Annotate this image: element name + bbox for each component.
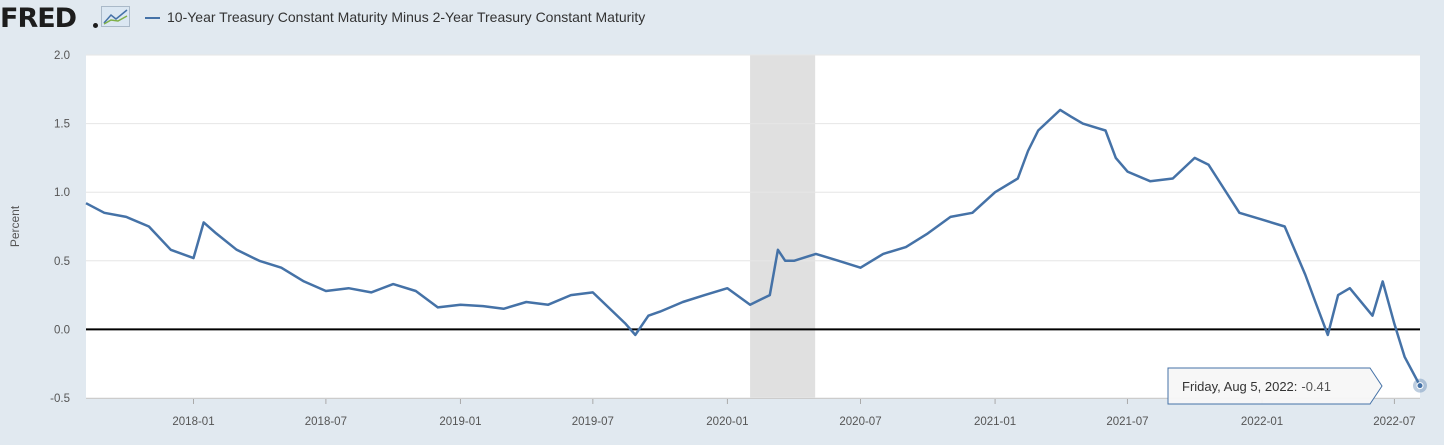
y-tick-label: 0.5 — [54, 256, 70, 268]
x-tick-label: 2022-07 — [1373, 416, 1415, 428]
y-tick-label: 0.0 — [54, 324, 70, 336]
series-line[interactable] — [85, 108, 1422, 387]
x-tick-label: 2020-01 — [706, 416, 748, 428]
tooltip-text: Friday, Aug 5, 2022: -0.41 — [1182, 379, 1331, 394]
x-tick-label: 2021-07 — [1106, 416, 1148, 428]
y-tick-label: 1.0 — [54, 187, 70, 199]
x-tick-label: 2020-07 — [839, 416, 881, 428]
graph-icon[interactable] — [101, 6, 131, 28]
x-tick-label: 2019-01 — [439, 416, 481, 428]
tooltip-box — [1167, 367, 1383, 405]
y-tick-label: 1.5 — [54, 119, 70, 131]
recession-shading — [750, 55, 816, 398]
x-tick-label: 2021-01 — [974, 416, 1016, 428]
legend-swatch — [145, 17, 160, 19]
x-tick-label: 2019-07 — [572, 416, 614, 428]
x-tick-label: 2018-07 — [305, 416, 347, 428]
x-tick-label: 2022-01 — [1241, 416, 1283, 428]
hover-point[interactable] — [1416, 382, 1424, 390]
fred-logo[interactable]: FRED — [0, 3, 77, 34]
registered-mark-icon — [93, 23, 98, 28]
y-tick-label: 2.0 — [54, 50, 70, 62]
x-tick-label: 2018-01 — [172, 416, 214, 428]
y-axis-title: Percent — [8, 205, 22, 247]
tooltip-date: Friday, Aug 5, 2022: — [1182, 379, 1297, 394]
chart-header: FRED 10-Year Treasury Constant Maturity … — [0, 0, 1444, 40]
y-tick-label: -0.5 — [50, 393, 70, 405]
tooltip-value: -0.41 — [1301, 379, 1331, 394]
legend-label: 10-Year Treasury Constant Maturity Minus… — [167, 9, 646, 25]
